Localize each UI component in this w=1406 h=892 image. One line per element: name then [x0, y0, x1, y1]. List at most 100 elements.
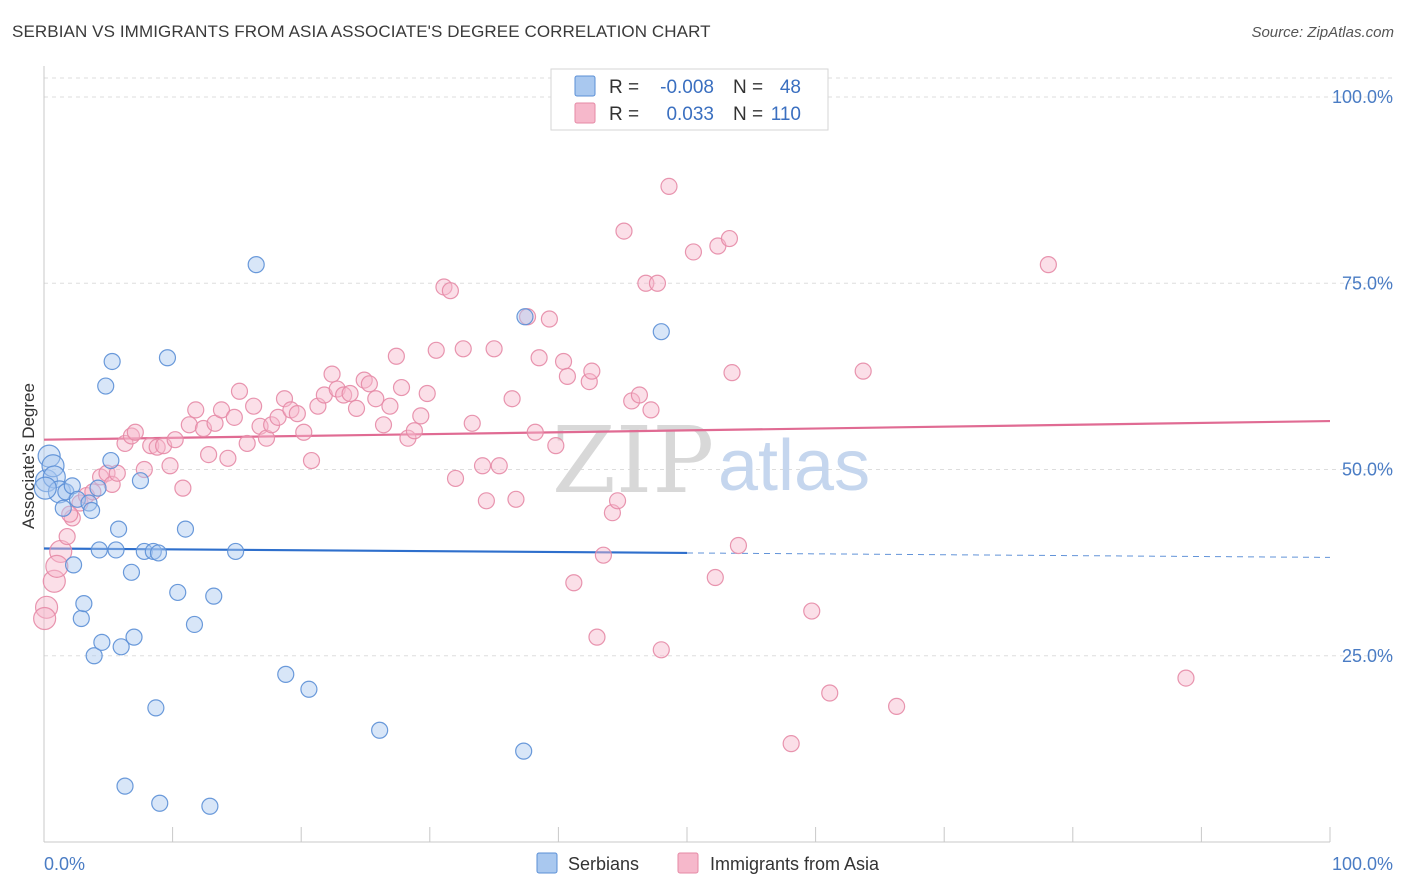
data-point-asia [477, 492, 495, 510]
data-point-serbians [109, 520, 128, 538]
legend-box [550, 68, 829, 131]
data-point-serbians [176, 520, 195, 538]
chart-title: SERBIAN VS IMMIGRANTS FROM ASIA ASSOCIAT… [12, 22, 711, 41]
data-point-serbians [201, 797, 219, 815]
bottom-legend-swatch-asia [677, 852, 699, 874]
x-tick-label: 0.0% [44, 854, 85, 874]
data-point-asia [302, 451, 321, 470]
data-point-asia [1039, 256, 1057, 274]
data-point-asia [200, 446, 218, 464]
data-point-asia [630, 386, 649, 404]
data-point-asia [558, 367, 577, 385]
y-tick-label: 100.0% [1332, 87, 1393, 107]
data-point-serbians [75, 594, 93, 613]
data-point-serbians [116, 777, 134, 795]
legend-r-value-serbians: -0.008 [660, 77, 714, 98]
legend-swatch-asia [574, 102, 596, 124]
data-point-serbians [90, 541, 108, 559]
tick-labels: 25.0% 50.0% 75.0% 100.0% 0.0% 100.0% [44, 87, 1393, 874]
data-point-asia [103, 475, 121, 493]
data-point-serbians [652, 323, 670, 341]
data-point-serbians [93, 633, 111, 651]
data-point-asia [135, 460, 153, 479]
data-point-asia [245, 397, 263, 415]
data-point-serbians [47, 480, 72, 504]
data-point-asia [367, 390, 385, 408]
y-tick-label: 50.0% [1342, 460, 1393, 480]
data-point-asia [126, 423, 144, 441]
watermark: ZIP atlas [552, 407, 870, 514]
data-point-asia [463, 414, 481, 432]
data-point-serbians [516, 308, 534, 326]
bottom-legend-swatch-serbians [536, 852, 558, 874]
data-point-asia [295, 423, 313, 441]
data-point-asia [503, 390, 521, 408]
grid-lines [44, 77, 1392, 657]
data-point-serbians [158, 349, 177, 367]
data-point-asia [341, 384, 359, 403]
data-point-serbians [102, 451, 120, 470]
correlation-legend: R = -0.008 N = 48 R = 0.033 N = 110 [550, 68, 829, 131]
data-point-asia [323, 365, 341, 383]
data-point-serbians [125, 628, 143, 646]
legend-n-label-serbians: N = [733, 77, 763, 98]
data-point-asia [723, 364, 741, 382]
data-point-asia [588, 628, 606, 646]
data-point-asia [642, 401, 660, 419]
data-point-asia [412, 407, 430, 425]
data-point-serbians [122, 563, 141, 581]
data-point-asia [803, 602, 821, 620]
data-point-serbians [149, 544, 168, 562]
data-point-asia [161, 457, 179, 475]
data-point-asia [33, 606, 57, 631]
data-point-asia [580, 372, 598, 391]
data-point-serbians [33, 476, 57, 500]
legend-swatch-serbians [574, 75, 596, 97]
data-point-serbians [300, 680, 318, 698]
data-point-serbians [227, 542, 245, 561]
data-point-asia [180, 416, 198, 434]
data-point-asia [888, 697, 906, 716]
data-point-asia [547, 437, 565, 455]
data-point-serbians [107, 541, 125, 559]
data-point-serbians [97, 377, 115, 395]
series-serbians [33, 256, 670, 815]
data-point-serbians [112, 638, 130, 656]
data-point-asia [446, 469, 465, 488]
data-point-asia [490, 457, 508, 475]
data-point-asia [392, 378, 411, 397]
data-point-serbians [371, 721, 389, 739]
data-point-asia [347, 399, 366, 418]
data-point-asia [288, 405, 306, 423]
data-point-asia [166, 431, 184, 449]
series-immigrants-from-asia [33, 177, 1195, 753]
data-point-asia [583, 362, 601, 380]
y-axis-label: Associate's Degree [19, 383, 38, 529]
data-point-serbians [82, 501, 101, 520]
source-label: Source: ZipAtlas.com [1251, 24, 1394, 41]
data-point-serbians [169, 583, 187, 602]
data-point-serbians [89, 479, 107, 497]
data-point-asia [530, 349, 548, 367]
data-point-asia [729, 536, 748, 555]
data-point-asia [405, 422, 423, 440]
data-point-serbians [103, 352, 121, 371]
data-point-asia [45, 554, 69, 578]
y-tick-label: 75.0% [1342, 273, 1393, 293]
data-point-serbians [131, 472, 150, 490]
data-point-asia [594, 546, 613, 564]
legend-n-value-asia: 110 [771, 104, 801, 125]
data-point-asia [615, 222, 633, 240]
data-point-asia [374, 416, 393, 434]
data-point-asia [854, 362, 872, 380]
watermark-zip: ZIP [552, 407, 714, 514]
legend-r-label-asia: R = [609, 104, 639, 125]
data-point-asia [58, 527, 76, 546]
data-point-asia [648, 274, 667, 292]
data-point-asia [473, 457, 492, 475]
data-point-serbians [185, 615, 204, 634]
data-point-asia [335, 386, 353, 404]
data-point-asia [660, 177, 678, 195]
legend-r-value-asia: 0.033 [666, 104, 714, 125]
data-point-asia [540, 310, 558, 328]
